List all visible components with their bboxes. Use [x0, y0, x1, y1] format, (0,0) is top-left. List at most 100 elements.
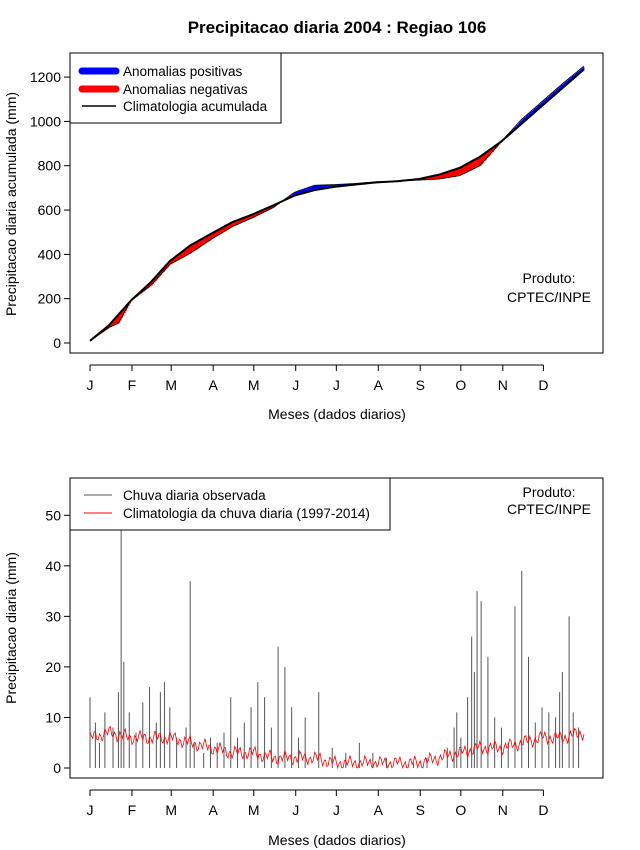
- negative-anomaly-area: [200, 239, 203, 247]
- negative-anomaly-area: [190, 245, 192, 254]
- negative-anomaly-area: [121, 311, 123, 319]
- positive-anomaly-area: [540, 102, 543, 108]
- negative-anomaly-area: [108, 325, 111, 328]
- bottom-chart-daily: 0 10 20 30 40 50 J F M A M J J A S O N D Meses (dados di…: [3, 477, 604, 848]
- negative-anomaly-area: [163, 268, 165, 272]
- top-chart-cumulative: 0 200 400 600 800 1000 1200 J F M A M J J A S O N D Meses…: [3, 52, 604, 422]
- negative-anomaly-area: [440, 174, 443, 179]
- positive-anomaly-area: [554, 90, 556, 96]
- negative-anomaly-area: [229, 223, 232, 229]
- bottom-legend-climatology: Climatologia da chuva diaria (1997-2014): [123, 506, 370, 521]
- negative-anomaly-area: [180, 252, 183, 259]
- negative-anomaly-area: [122, 310, 125, 316]
- bottom-observed-bars: [89, 530, 580, 768]
- negative-anomaly-area: [444, 172, 447, 179]
- positive-anomaly-area: [322, 184, 325, 189]
- negative-anomaly-area: [217, 230, 219, 236]
- negative-anomaly-area: [115, 317, 118, 325]
- negative-anomaly-area: [481, 155, 483, 165]
- negative-anomaly-area: [464, 164, 467, 174]
- negative-anomaly-area: [482, 154, 485, 163]
- negative-anomaly-area: [182, 251, 184, 258]
- positive-anomaly-area: [547, 96, 550, 102]
- top-product-label: Produto:: [523, 270, 576, 286]
- top-x-tick-label: A: [374, 377, 384, 393]
- negative-anomaly-area: [428, 176, 431, 180]
- positive-anomaly-area: [326, 184, 329, 189]
- negative-anomaly-area: [156, 276, 159, 280]
- negative-anomaly-area: [437, 174, 440, 180]
- positive-anomaly-area: [566, 80, 569, 85]
- negative-anomaly-area: [196, 241, 199, 249]
- negative-anomaly-area: [264, 209, 267, 212]
- top-y-tick-label: 0: [53, 335, 61, 351]
- negative-anomaly-area: [236, 220, 238, 225]
- positive-anomaly-area: [316, 185, 318, 190]
- negative-anomaly-area: [226, 225, 229, 230]
- top-climatology-line: [89, 68, 585, 342]
- positive-anomaly-area: [548, 95, 551, 100]
- negative-anomaly-area: [184, 249, 187, 257]
- negative-anomaly-area: [221, 228, 224, 234]
- bottom-x-tick-label: D: [538, 802, 548, 818]
- positive-anomaly-area: [302, 189, 305, 194]
- negative-anomaly-area: [222, 227, 225, 233]
- negative-anomaly-area: [463, 165, 466, 174]
- top-y-tick-label: 200: [38, 291, 62, 307]
- positive-anomaly-area: [558, 87, 561, 92]
- bottom-legend: Chuva diaria observada Climatologia da c…: [69, 477, 391, 531]
- positive-anomaly-area: [306, 188, 309, 193]
- negative-anomaly-area: [486, 152, 489, 159]
- negative-anomaly-area: [471, 161, 474, 170]
- negative-anomaly-area: [214, 231, 217, 238]
- negative-anomaly-area: [176, 255, 179, 261]
- negative-anomaly-area: [479, 156, 482, 166]
- negative-anomaly-area: [233, 221, 236, 227]
- bottom-y-axis-label: Precipitacao diaria (mm): [3, 552, 19, 704]
- negative-anomaly-area: [458, 168, 460, 176]
- positive-anomaly-area: [524, 116, 527, 122]
- positive-anomaly-area: [521, 119, 524, 124]
- top-x-tick-label: N: [498, 377, 508, 393]
- top-y-axis-label: Precipitacao diaria acumulada (mm): [3, 92, 19, 316]
- negative-anomaly-area: [251, 214, 253, 219]
- top-x-tick-label: J: [333, 377, 340, 393]
- negative-anomaly-area: [435, 175, 437, 180]
- positive-anomaly-area: [332, 184, 335, 188]
- negative-anomaly-area: [427, 177, 429, 180]
- negative-anomaly-area: [210, 234, 213, 240]
- top-y-tick-label: 1000: [30, 113, 61, 129]
- negative-anomaly-area: [199, 240, 202, 247]
- positive-anomaly-area: [537, 105, 540, 110]
- negative-anomaly-area: [245, 217, 248, 221]
- bottom-x-tick-label: A: [208, 802, 218, 818]
- negative-anomaly-area: [454, 169, 456, 177]
- negative-anomaly-area: [259, 211, 261, 215]
- negative-anomaly-area: [422, 178, 425, 180]
- negative-anomaly-area: [160, 271, 163, 275]
- positive-anomaly-area: [556, 88, 559, 93]
- negative-anomaly-area: [167, 264, 169, 268]
- negative-anomaly-area: [195, 242, 198, 250]
- positive-anomaly-area: [309, 187, 311, 192]
- negative-anomaly-area: [249, 215, 252, 219]
- negative-anomaly-area: [161, 270, 164, 274]
- bottom-y-tick-label: 40: [45, 558, 61, 574]
- negative-anomaly-area: [255, 213, 257, 217]
- negative-anomaly-area: [202, 238, 205, 246]
- positive-anomaly-area: [543, 100, 546, 105]
- negative-anomaly-area: [173, 257, 176, 263]
- positive-anomaly-area: [527, 114, 529, 119]
- positive-anomaly-area: [321, 185, 324, 189]
- negative-anomaly-area: [483, 153, 486, 162]
- bottom-y-tick-label: 50: [45, 507, 61, 523]
- negative-anomaly-area: [436, 175, 439, 180]
- positive-anomaly-area: [311, 186, 314, 191]
- negative-anomaly-area: [169, 261, 172, 265]
- negative-anomaly-area: [225, 225, 228, 231]
- figure-title: Precipitacao diaria 2004 : Regiao 106: [188, 18, 487, 37]
- negative-anomaly-area: [467, 163, 470, 172]
- positive-anomaly-area: [329, 184, 332, 188]
